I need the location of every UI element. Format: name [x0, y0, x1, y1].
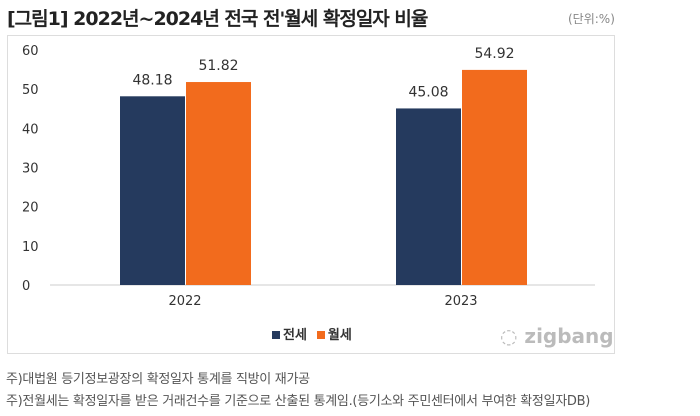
legend-label: 전세 — [283, 328, 307, 343]
bar-월세-2022 — [186, 82, 251, 285]
legend-label: 월세 — [327, 328, 352, 343]
bar-월세-2023 — [462, 69, 527, 285]
x-tick-label: 2023 — [444, 294, 477, 309]
data-label: 51.82 — [198, 58, 238, 74]
x-tick-label: 2022 — [168, 294, 201, 309]
data-label: 48.18 — [132, 72, 172, 88]
logo-text: zigbang — [524, 324, 614, 348]
data-label: 45.08 — [408, 84, 448, 100]
zigbang-logo: ◌ zigbang — [500, 324, 614, 348]
legend-item-wolse: 월세 — [316, 324, 352, 343]
y-tick-label: 50 — [22, 83, 39, 98]
unit-label: (단위:%) — [568, 12, 615, 26]
bar-전세-2023 — [396, 108, 461, 285]
y-tick-label: 60 — [22, 44, 39, 59]
footnote-1: 주)대법원 등기정보광장의 확정일자 통계를 직방이 재가공 — [6, 372, 310, 387]
legend-swatch-wolse — [316, 331, 325, 339]
bar-전세-2022 — [120, 96, 185, 285]
y-tick-label: 10 — [22, 240, 39, 255]
legend-item-jeonse: 전세 — [272, 324, 307, 343]
y-tick-label: 20 — [22, 201, 39, 216]
y-tick-label: 40 — [22, 122, 39, 137]
chart-frame — [7, 35, 615, 354]
legend-swatch-jeonse — [272, 331, 280, 339]
y-tick-label: 0 — [22, 279, 30, 294]
chart-title: [그림1] 2022년~2024년 전국 전'월세 확정일자 비율 — [7, 8, 428, 30]
y-tick-label: 30 — [22, 162, 39, 177]
footnote-2: 주)전월세는 확정일자를 받은 거래건수를 기준으로 산출된 통계임.(등기소와… — [6, 394, 591, 409]
legend: 전세 월세 — [272, 324, 352, 343]
data-label: 54.92 — [474, 46, 514, 62]
